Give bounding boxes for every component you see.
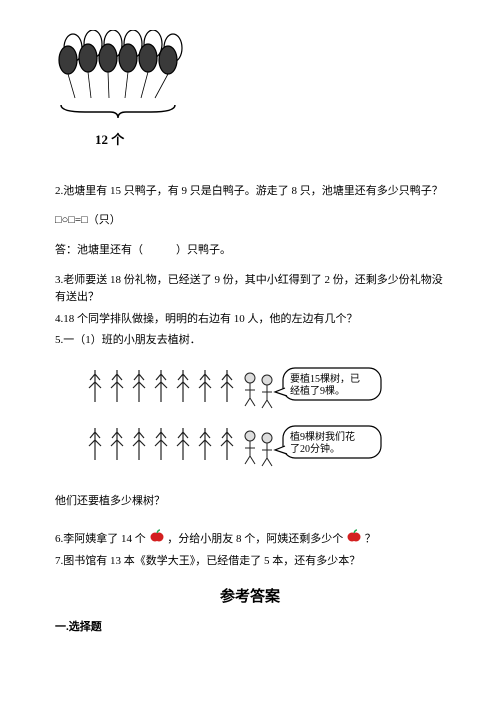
bubble2-line2: 了20分钟。 xyxy=(290,442,340,455)
apple-icon xyxy=(346,529,362,550)
q6-part3: ？ xyxy=(365,532,376,544)
bubble2-line1: 植9棵树我们花 xyxy=(290,430,355,443)
question-6-text: 6.李阿姨拿了 14 个 ，分给小朋友 8 个，阿姨还剩多少个 ？ xyxy=(55,529,445,550)
balloon-figure xyxy=(55,30,445,125)
question-3-text: 3.老师要送 18 份礼物，已经送了 9 份，其中小红得到了 2 份，还剩多少份… xyxy=(55,272,445,307)
q6-part2: ，分给小朋友 8 个，阿姨还剩多少个 xyxy=(167,532,346,544)
question-2-formula: □○□=□（只） xyxy=(55,212,445,230)
question-2-answer-line: 答：池塘里还有（ ）只鸭子。 xyxy=(55,242,445,260)
q6-part1: 6.李阿姨拿了 14 个 xyxy=(55,532,149,544)
question-2-text: 2.池塘里有 15 只鸭子，有 9 只是白鸭子。游走了 8 只，池塘里还有多少只… xyxy=(55,183,445,201)
bubble1-line2: 经植了9棵。 xyxy=(290,384,345,397)
question-5-sub: 他们还要植多少棵树？ xyxy=(55,493,445,511)
apple-icon xyxy=(149,529,165,550)
tree-figure: 要植15棵树，已 经植了9棵。 植9棵树我们花 了20分钟。 xyxy=(85,360,445,475)
question-4-text: 4.18 个同学排队做操，明明的右边有 10 人，他的左边有几个？ xyxy=(55,311,445,329)
question-7-text: 7.图书馆有 13 本《数学大王》，已经借走了 5 本，还有多少本？ xyxy=(55,553,445,571)
bubble1-line1: 要植15棵树，已 xyxy=(290,372,360,385)
balloon-count-label: 12 个 xyxy=(95,130,445,151)
answers-section: 一.选择题 xyxy=(55,619,445,637)
question-5-text: 5.一（1）班的小朋友去植树． xyxy=(55,332,445,350)
answers-title: 参考答案 xyxy=(55,585,445,609)
